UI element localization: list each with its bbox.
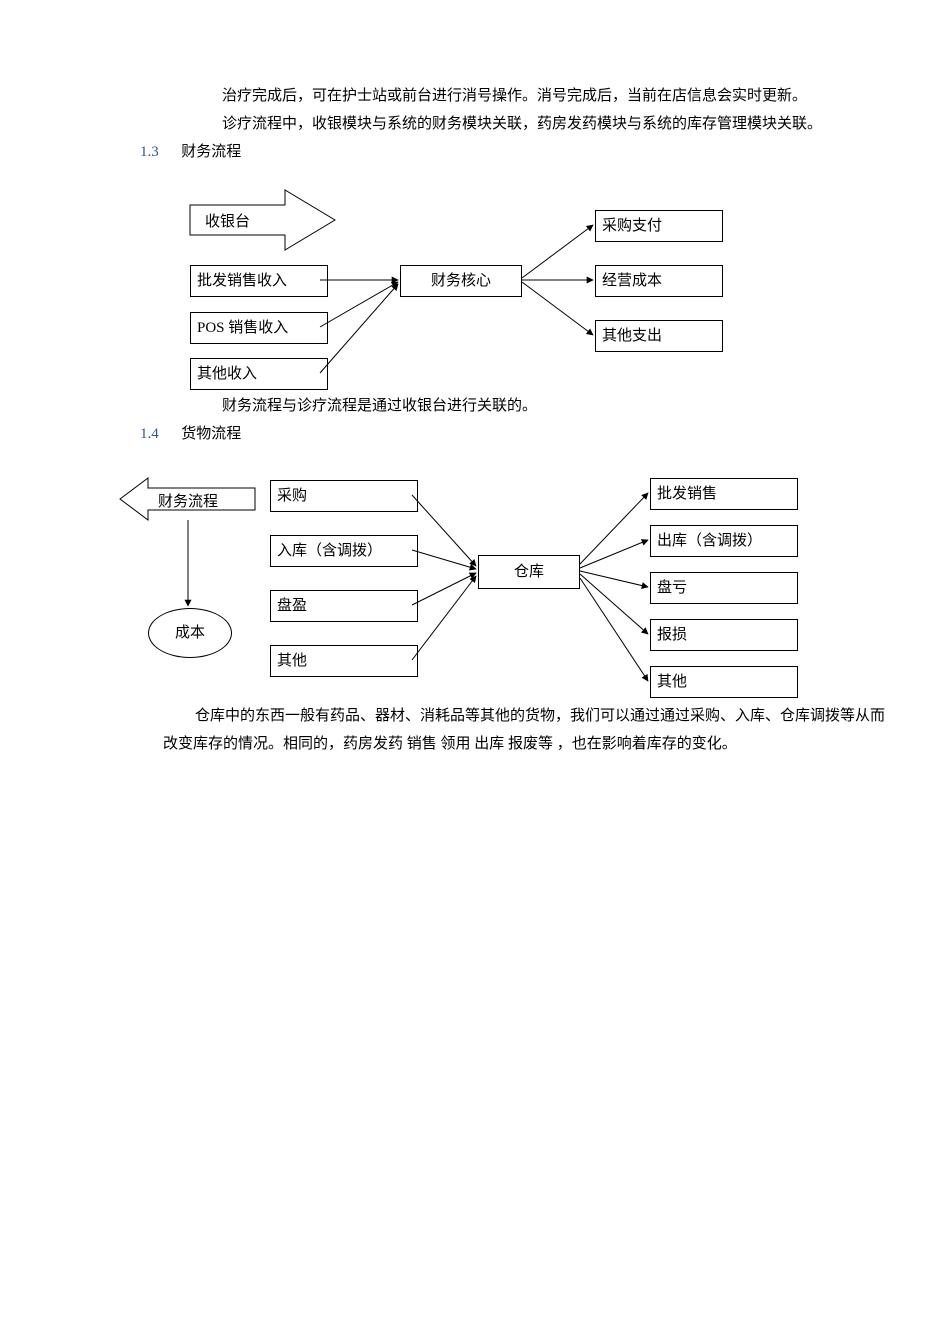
document-page: 治疗完成后，可在护士站或前台进行消号操作。消号完成后，当前在店信息会实时更新。 …	[0, 0, 945, 1337]
paragraph-goods-note-1: 仓库中的东西一般有药品、器材、消耗品等其他的货物，我们可以通过通过采购、入库、仓…	[195, 702, 895, 731]
goods-flowchart: 财务流程 成本 采购 入库（含调拨） 盘盈 其他	[0, 0, 945, 720]
paragraph-goods-note-2: 改变库存的情况。相同的，药房发药 销售 领用 出库 报废等 ，也在影响着库存的变…	[163, 730, 903, 759]
goods-edges	[0, 0, 945, 720]
